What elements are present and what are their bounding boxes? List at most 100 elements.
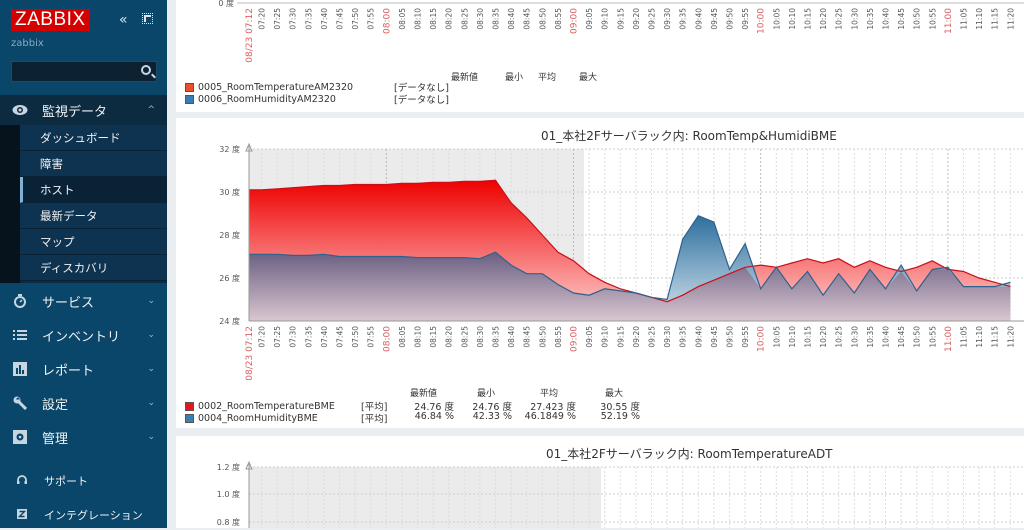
- collapse-sidebar-icon[interactable]: «: [119, 12, 128, 28]
- menu-integrations[interactable]: インテグレーション: [0, 500, 167, 530]
- menu-inventory[interactable]: インベントリ ⌄: [0, 318, 167, 352]
- x-tick: 09:30: [663, 326, 672, 348]
- legend-swatch: [185, 94, 194, 104]
- y-tick: 32 度: [219, 144, 240, 154]
- x-tick: 11:00: [944, 8, 954, 34]
- x-tick: 09:15: [616, 326, 625, 348]
- legend-status: [データなし]: [394, 83, 449, 94]
- x-tick: 08:20: [445, 326, 454, 348]
- submenu-item-discovery[interactable]: ディスカバリ: [20, 255, 167, 281]
- list-icon: [12, 327, 28, 343]
- x-tick: 07:55: [367, 326, 376, 348]
- x-tick: 10:30: [850, 8, 859, 30]
- x-tick: 08:40: [507, 8, 516, 30]
- x-tick: 08:05: [398, 326, 407, 348]
- x-tick: 09:35: [679, 8, 688, 30]
- x-tick: 07:30: [289, 8, 298, 30]
- x-tick: 08:55: [554, 326, 563, 348]
- submenu-item-dashboard[interactable]: ダッシュボード: [20, 125, 167, 151]
- legend-swatch: [185, 401, 194, 411]
- x-tick: 10:00: [757, 326, 767, 352]
- chevron-down-icon: ⌄: [147, 296, 155, 306]
- x-tick: 07:35: [304, 8, 313, 30]
- x-tick: 07:25: [273, 8, 282, 30]
- x-tick: 07:45: [336, 326, 345, 348]
- chevron-down-icon: ⌄: [147, 398, 155, 408]
- legend-header-avg: 平均: [540, 389, 559, 399]
- legend-func: [平均]: [361, 414, 388, 425]
- chevron-down-icon: ⌄: [147, 432, 155, 442]
- x-tick: 10:25: [835, 326, 844, 348]
- x-tick: 08:40: [507, 326, 516, 348]
- bar-chart-icon: [12, 361, 28, 377]
- x-tick: 08:35: [492, 8, 501, 30]
- x-tick: 10:20: [819, 326, 828, 348]
- menu-services[interactable]: サービス ⌄: [0, 284, 167, 318]
- menu-label: サポート: [44, 475, 88, 488]
- x-tick: 11:10: [975, 326, 984, 348]
- x-tick: 10:55: [928, 8, 937, 30]
- x-tick: 10:30: [850, 326, 859, 348]
- submenu-item-latest-data[interactable]: 最新データ: [20, 203, 167, 229]
- x-tick: 07:40: [320, 8, 329, 30]
- x-tick: 08:25: [460, 326, 469, 348]
- y-tick: 1.0 度: [217, 489, 240, 499]
- x-tick: 09:10: [601, 8, 610, 30]
- x-tick: 09:45: [710, 8, 719, 30]
- headset-icon: [15, 474, 29, 488]
- x-tick: 08:30: [476, 326, 485, 348]
- menu-reports[interactable]: レポート ⌄: [0, 352, 167, 386]
- graph-am2320-axis: 0 度 08/23 07:12 07:20 07:25 07:30 07:35 07:40…: [218, 0, 1024, 63]
- menu-support[interactable]: サポート: [0, 466, 167, 496]
- submenu-item-hosts[interactable]: ホスト: [20, 177, 167, 203]
- monitoring-submenu: ダッシュボード 障害 ホスト 最新データ マップ ディスカバリ: [0, 125, 167, 283]
- legend-header-max: 最大: [579, 73, 598, 83]
- submenu-item-maps[interactable]: マップ: [20, 229, 167, 255]
- legend-func: [平均]: [361, 402, 388, 413]
- search-box: [11, 61, 157, 82]
- y-tick: 24 度: [219, 316, 240, 326]
- zabbix-logo[interactable]: ZABBIX: [11, 9, 90, 31]
- search-icon[interactable]: [141, 65, 151, 75]
- x-tick: 08:15: [429, 8, 438, 30]
- menu-monitoring[interactable]: 監視データ ^: [0, 95, 167, 125]
- legend-name: 0004_RoomHumidityBME: [198, 412, 318, 424]
- legend-last: 46.84 %: [414, 411, 454, 422]
- x-tick: 11:05: [960, 326, 969, 348]
- menu-configuration[interactable]: 設定 ⌄: [0, 386, 167, 420]
- wrench-icon: [12, 395, 28, 411]
- kiosk-mode-icon[interactable]: [142, 13, 153, 24]
- x-tick: 10:25: [835, 8, 844, 30]
- menu-label: サービス: [42, 295, 95, 311]
- graph-adt-plot[interactable]: 1.2 度 1.0 度 0.8 度: [176, 436, 1024, 528]
- chevron-down-icon: ⌄: [147, 330, 155, 340]
- x-tick: 09:25: [648, 8, 657, 30]
- x-tick: 08:10: [414, 326, 423, 348]
- x-tick: 07:45: [336, 8, 345, 30]
- legend-avg: 46.1849 %: [524, 411, 576, 422]
- x-tick: 11:00: [944, 326, 954, 352]
- x-tick: 10:00: [757, 8, 767, 34]
- x-tick: 10:50: [913, 8, 922, 30]
- x-tick: 08:35: [492, 326, 501, 348]
- legend-status: [データなし]: [394, 95, 449, 106]
- menu-administration[interactable]: 管理 ⌄: [0, 420, 167, 454]
- eye-icon: [12, 102, 28, 118]
- x-tick: 11:20: [1006, 326, 1015, 348]
- x-tick: 07:50: [351, 8, 360, 30]
- sidebar: ZABBIX « zabbix 監視データ ^ ダッシュボード 障害 ホスト 最…: [0, 0, 167, 528]
- x-tick: 09:05: [585, 8, 594, 30]
- x-tick: 07:55: [367, 8, 376, 30]
- x-tick: 10:15: [804, 8, 813, 30]
- legend-header-min: 最小: [505, 73, 524, 83]
- x-tick: 08:55: [554, 8, 563, 30]
- x-tick: 09:20: [632, 326, 641, 348]
- graph-bme-plot[interactable]: 24 度 26 度 28 度 30 度 32 度 08/23 07:12 07:20 07:…: [176, 118, 1024, 380]
- x-tick: 11:15: [991, 8, 1000, 30]
- x-tick: 08/23 07:12: [245, 8, 255, 63]
- search-input[interactable]: [12, 63, 132, 82]
- submenu-item-problems[interactable]: 障害: [20, 151, 167, 177]
- legend-item: 0004_RoomHumidityBME [平均]: [185, 411, 387, 425]
- legend-header-max: 最大: [605, 389, 624, 399]
